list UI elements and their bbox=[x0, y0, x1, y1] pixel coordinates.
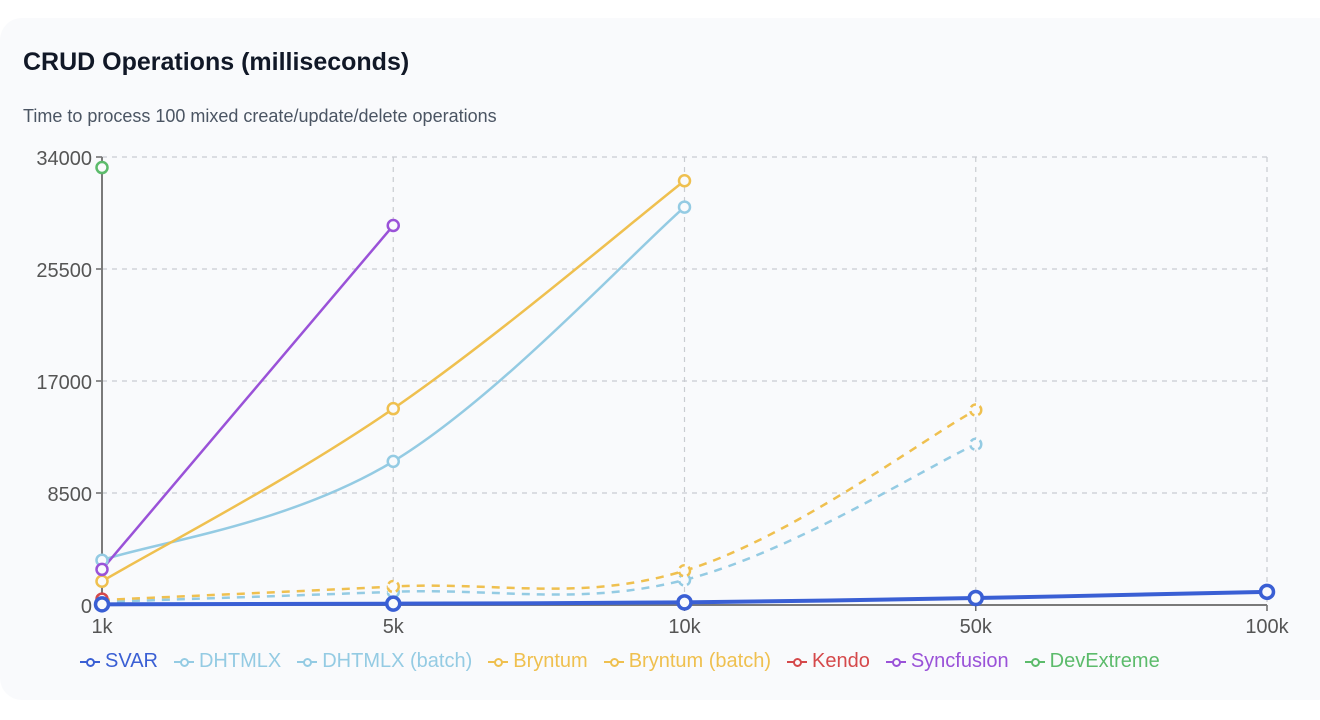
legend-marker-icon bbox=[80, 657, 100, 667]
data-point-svar[interactable] bbox=[676, 594, 693, 611]
data-point-svar[interactable] bbox=[385, 595, 402, 612]
y-tick-label: 34000 bbox=[36, 148, 92, 170]
legend-item-svar[interactable]: SVAR bbox=[80, 650, 158, 673]
legend-marker-icon bbox=[603, 657, 624, 667]
legend-label: DHTMLX (batch) bbox=[322, 650, 473, 672]
data-point-syncfusion[interactable] bbox=[95, 562, 109, 577]
chart-title: CRUD Operations (milliseconds) bbox=[23, 48, 410, 76]
data-point-devextreme[interactable] bbox=[95, 160, 109, 175]
x-tick-label: 100k bbox=[1245, 616, 1289, 638]
legend-label: Bryntum bbox=[513, 650, 588, 672]
legend-marker-icon bbox=[173, 657, 194, 667]
data-point-bryntum[interactable] bbox=[95, 574, 109, 589]
data-point-bryntum[interactable] bbox=[677, 173, 692, 188]
y-tick-label: 25500 bbox=[36, 260, 92, 282]
legend-item-dhtmlx[interactable]: DHTMLX bbox=[173, 650, 282, 673]
legend-label: DHTMLX bbox=[198, 650, 282, 672]
data-point-bryntum-batch[interactable] bbox=[677, 563, 692, 578]
legend-label: Syncfusion bbox=[910, 650, 1009, 672]
legend-label: Bryntum (batch) bbox=[628, 650, 771, 672]
series-line-dhtmlx-batch bbox=[101, 443, 977, 604]
data-point-syncfusion[interactable] bbox=[386, 218, 400, 233]
data-point-bryntum-batch[interactable] bbox=[386, 579, 400, 594]
legend-label: DevExtreme bbox=[1049, 650, 1160, 672]
chart-legend: SVAR DHTMLX DHTMLX (batch) Bryntum Bryntum (… bbox=[80, 650, 1160, 673]
data-point-bryntum[interactable] bbox=[386, 401, 400, 416]
axes: 0 8500 17000 25500 34000 1k 5k 10k 50k 100k bbox=[36, 148, 1289, 638]
legend-marker-icon bbox=[488, 657, 509, 667]
legend-item-bryntum-batch[interactable]: Bryntum (batch) bbox=[603, 650, 771, 673]
data-point-svar[interactable] bbox=[93, 596, 111, 613]
legend-marker-icon bbox=[885, 657, 906, 667]
legend-label: SVAR bbox=[105, 650, 158, 672]
series-points bbox=[93, 160, 1276, 613]
chart-subtitle: Time to process 100 mixed create/update/… bbox=[23, 106, 497, 126]
x-tick-label: 10k bbox=[668, 616, 701, 638]
series-line-bryntum-batch bbox=[101, 408, 977, 602]
y-tick-label: 8500 bbox=[48, 484, 93, 506]
legend-item-kendo[interactable]: Kendo bbox=[786, 650, 870, 673]
legend-item-bryntum[interactable]: Bryntum bbox=[488, 650, 588, 673]
legend-label: Kendo bbox=[811, 650, 870, 672]
legend-marker-icon bbox=[786, 657, 807, 667]
data-point-svar[interactable] bbox=[1258, 583, 1276, 601]
legend-marker-icon bbox=[1024, 657, 1045, 667]
legend-item-syncfusion[interactable]: Syncfusion bbox=[885, 650, 1009, 673]
y-tick-label: 0 bbox=[81, 596, 92, 618]
y-tick-label: 17000 bbox=[36, 372, 92, 394]
x-tick-label: 1k bbox=[91, 616, 113, 638]
data-point-dhtmlx[interactable] bbox=[386, 454, 400, 469]
legend-item-devextreme[interactable]: DevExtreme bbox=[1024, 650, 1160, 673]
legend-marker-icon bbox=[297, 657, 318, 667]
legend-item-dhtmlx-batch[interactable]: DHTMLX (batch) bbox=[297, 650, 472, 673]
grid-lines bbox=[102, 156, 1268, 605]
x-tick-label: 50k bbox=[960, 616, 993, 638]
data-point-dhtmlx[interactable] bbox=[677, 200, 692, 214]
data-point-bryntum-batch[interactable] bbox=[969, 403, 983, 417]
data-point-dhtmlx-batch[interactable] bbox=[969, 437, 983, 451]
data-point-svar[interactable] bbox=[967, 589, 984, 607]
x-tick-label: 5k bbox=[383, 616, 405, 638]
series-line-syncfusion bbox=[101, 224, 395, 571]
